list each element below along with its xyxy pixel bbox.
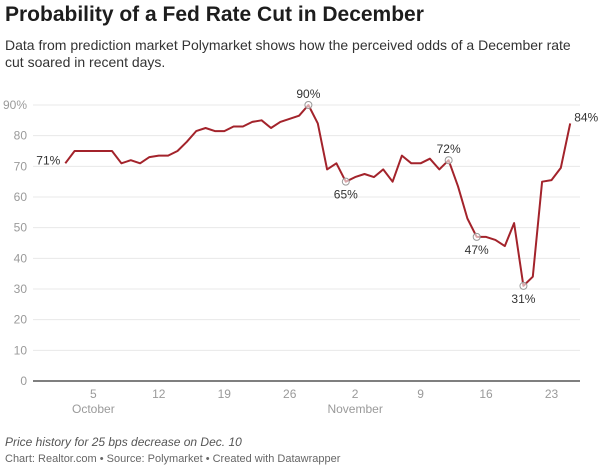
annotation-marker — [519, 281, 528, 290]
chart-note: Price history for 25 bps decrease on Dec… — [5, 435, 242, 449]
x-tick-label: 12 — [152, 387, 166, 401]
y-tick-label: 50 — [14, 221, 28, 235]
y-tick-label: 70 — [14, 159, 28, 173]
annotation-marker — [304, 101, 313, 109]
x-tick-label: 16 — [479, 387, 493, 401]
chart-title: Probability of a Fed Rate Cut in Decembe… — [5, 3, 424, 26]
series-line — [64, 104, 572, 287]
y-tick-label: 40 — [14, 251, 28, 265]
x-tick-label: 26 — [283, 387, 297, 401]
annotation-label: 84% — [574, 110, 598, 124]
x-month-label: November — [327, 402, 382, 416]
y-tick-label: 0 — [20, 374, 27, 388]
y-tick-label: 90% — [3, 98, 27, 112]
annotation-label: 31% — [511, 292, 535, 306]
chart-subtitle: Data from prediction market Polymarket s… — [5, 37, 571, 70]
y-tick-label: 10 — [14, 343, 28, 357]
annotation-marker — [472, 232, 481, 241]
x-tick-label: 2 — [352, 387, 359, 401]
x-tick-label: 9 — [417, 387, 424, 401]
y-tick-label: 80 — [14, 129, 28, 143]
y-tick-label: 30 — [14, 282, 28, 296]
x-tick-label: 23 — [545, 387, 559, 401]
x-tick-label: 5 — [90, 387, 97, 401]
y-tick-label: 60 — [14, 190, 28, 204]
y-tick-label: 20 — [14, 313, 28, 327]
annotation-label: 90% — [296, 87, 320, 101]
x-tick-label: 19 — [218, 387, 232, 401]
annotation-label: 72% — [437, 142, 461, 156]
annotation-marker — [341, 177, 350, 186]
chart-credit: Chart: Realtor.com • Source: Polymarket … — [5, 453, 341, 465]
x-month-label: October — [72, 402, 115, 416]
annotation-label: 47% — [465, 243, 489, 257]
annotation-marker — [444, 156, 453, 165]
annotation-label: 65% — [334, 188, 358, 202]
annotation-label: 71% — [36, 153, 60, 167]
